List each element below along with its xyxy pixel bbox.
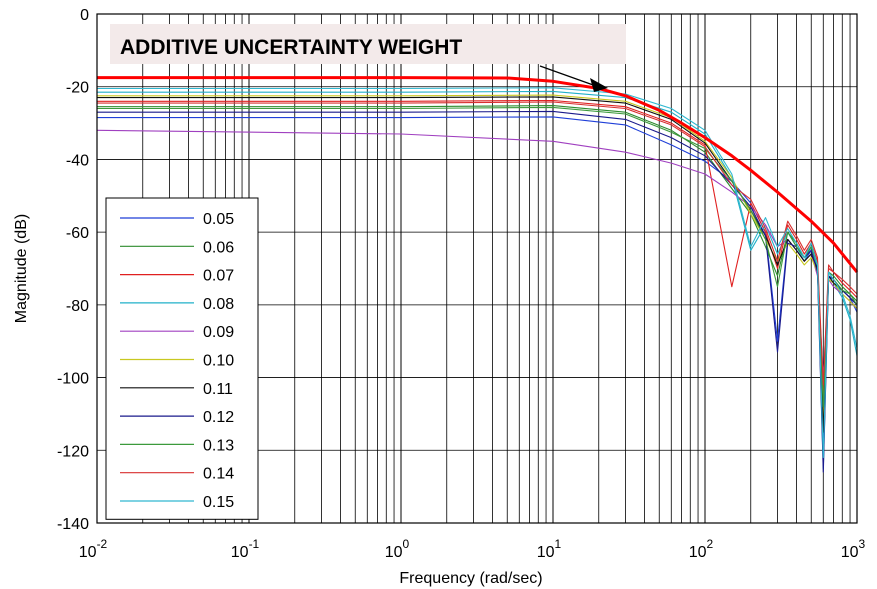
title-background xyxy=(110,24,626,64)
y-tick-label: -140 xyxy=(57,516,89,533)
y-tick-label: -80 xyxy=(66,298,89,315)
x-axis-label: Frequency (rad/sec) xyxy=(399,570,542,587)
title-group: ADDITIVE UNCERTAINTY WEIGHT xyxy=(110,24,626,64)
title-arrow xyxy=(539,65,608,92)
y-tick-label: -40 xyxy=(66,152,89,169)
arrow-line xyxy=(539,65,597,87)
legend-label: 0.10 xyxy=(203,353,234,370)
x-tick-label: 10-2 xyxy=(79,537,108,561)
series-line-0.07 xyxy=(97,99,858,397)
legend-label: 0.09 xyxy=(203,324,234,341)
legend-label: 0.07 xyxy=(203,268,234,285)
plot-frame xyxy=(96,13,858,524)
legend-label: 0.05 xyxy=(203,211,234,228)
chart-title: ADDITIVE UNCERTAINTY WEIGHT xyxy=(120,36,462,59)
legend-label: 0.12 xyxy=(203,409,234,426)
y-tick-label: 0 xyxy=(80,7,89,24)
series-line-0.15 xyxy=(97,87,858,459)
series-line-weight xyxy=(97,76,859,274)
arrow-head xyxy=(590,78,608,92)
legend-label: 0.06 xyxy=(203,239,234,256)
axis-ticks: 0 -20 -40 -60 -80 -100 -120 -140 10-2 10-1 100 101 1… xyxy=(57,7,866,561)
legend-box xyxy=(105,197,259,520)
x-tick-label: 100 xyxy=(385,537,410,561)
y-tick-label: -100 xyxy=(57,371,89,388)
x-tick-label: 10-1 xyxy=(231,537,260,561)
series-group xyxy=(96,76,859,473)
series-line-0.12 xyxy=(97,110,858,473)
y-axis-label: Magnitude (dB) xyxy=(13,214,30,323)
x-tick-label: 103 xyxy=(841,537,866,561)
legend-label: 0.11 xyxy=(203,381,233,398)
legend-label: 0.13 xyxy=(203,437,234,454)
legend-label: 0.08 xyxy=(203,296,234,313)
legend: 0.05 0.06 0.07 0.08 0.09 0.10 0.11 0.12 0.13 0.14… xyxy=(105,197,259,520)
x-tick-label: 101 xyxy=(537,537,562,561)
grid xyxy=(96,13,857,524)
series-line-0.14 xyxy=(97,101,858,386)
y-tick-label: -60 xyxy=(66,225,89,242)
y-tick-label: -20 xyxy=(66,80,89,97)
legend-label: 0.14 xyxy=(203,466,234,483)
legend-label: 0.15 xyxy=(203,494,234,511)
x-tick-label: 102 xyxy=(689,537,714,561)
y-tick-label: -120 xyxy=(57,443,89,460)
series-line-0.11 xyxy=(97,96,858,433)
